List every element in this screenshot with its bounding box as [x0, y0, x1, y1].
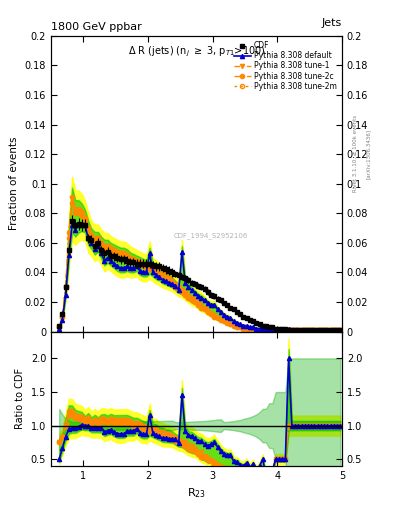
- Pythia 8.308 tune-2c: [199, 305, 204, 311]
- Text: CDF_1994_S2952106: CDF_1994_S2952106: [174, 232, 248, 239]
- Y-axis label: Fraction of events: Fraction of events: [9, 137, 19, 230]
- Pythia 8.308 tune-2m: [57, 324, 62, 330]
- Pythia 8.308 tune-2m: [63, 283, 68, 289]
- Pythia 8.308 tune-1: [141, 261, 145, 267]
- Pythia 8.308 tune-2m: [70, 194, 74, 200]
- Text: Jets: Jets: [321, 18, 342, 28]
- Pythia 8.308 tune-2c: [283, 327, 288, 333]
- Pythia 8.308 default: [264, 327, 268, 333]
- Pythia 8.308 tune-2c: [63, 284, 68, 290]
- Line: Pythia 8.308 tune-2m: Pythia 8.308 tune-2m: [57, 195, 342, 332]
- X-axis label: R$_{23}$: R$_{23}$: [187, 486, 206, 500]
- Legend: CDF, Pythia 8.308 default, Pythia 8.308 tune-1, Pythia 8.308 tune-2c, Pythia 8.3: CDF, Pythia 8.308 default, Pythia 8.308 …: [232, 39, 338, 92]
- Pythia 8.308 tune-2m: [141, 262, 145, 268]
- Pythia 8.308 default: [79, 221, 84, 227]
- Pythia 8.308 tune-2c: [225, 319, 230, 326]
- Pythia 8.308 tune-2m: [251, 327, 255, 333]
- Pythia 8.308 default: [283, 327, 288, 333]
- Line: Pythia 8.308 default: Pythia 8.308 default: [57, 222, 342, 332]
- Pythia 8.308 default: [57, 326, 62, 332]
- Text: $\Delta$ R (jets) (n$_j$ $\geq$ 3, p$_{T1}$>100): $\Delta$ R (jets) (n$_j$ $\geq$ 3, p$_{T…: [128, 45, 265, 59]
- Pythia 8.308 tune-2m: [338, 327, 343, 333]
- Pythia 8.308 tune-1: [138, 259, 142, 265]
- Pythia 8.308 default: [225, 314, 230, 320]
- Text: [arXiv:1306.3436]: [arXiv:1306.3436]: [366, 129, 371, 179]
- Pythia 8.308 tune-2c: [141, 263, 145, 269]
- Pythia 8.308 default: [141, 269, 145, 275]
- Pythia 8.308 default: [63, 291, 68, 297]
- Pythia 8.308 tune-1: [225, 319, 230, 326]
- Pythia 8.308 tune-2c: [251, 327, 255, 333]
- Pythia 8.308 tune-2c: [338, 327, 343, 333]
- Pythia 8.308 tune-2m: [283, 327, 288, 333]
- Pythia 8.308 tune-2m: [225, 319, 230, 326]
- Pythia 8.308 default: [338, 327, 343, 333]
- Pythia 8.308 tune-1: [70, 196, 74, 202]
- Pythia 8.308 tune-2c: [70, 200, 74, 206]
- Pythia 8.308 tune-1: [338, 327, 343, 333]
- Y-axis label: Ratio to CDF: Ratio to CDF: [15, 368, 25, 429]
- Line: Pythia 8.308 tune-1: Pythia 8.308 tune-1: [57, 197, 342, 332]
- Pythia 8.308 default: [138, 268, 142, 274]
- Pythia 8.308 tune-2c: [138, 262, 142, 268]
- Line: Pythia 8.308 tune-2c: Pythia 8.308 tune-2c: [57, 201, 342, 332]
- Pythia 8.308 tune-1: [57, 324, 62, 330]
- Pythia 8.308 tune-1: [283, 327, 288, 333]
- Text: Rivet 3.1.10, ≥ 100k events: Rivet 3.1.10, ≥ 100k events: [353, 115, 358, 192]
- Pythia 8.308 default: [199, 294, 204, 301]
- Pythia 8.308 tune-2c: [57, 324, 62, 330]
- Pythia 8.308 tune-1: [248, 327, 252, 333]
- Pythia 8.308 tune-1: [63, 284, 68, 290]
- Text: 1800 GeV ppbar: 1800 GeV ppbar: [51, 23, 142, 32]
- Pythia 8.308 tune-1: [199, 302, 204, 308]
- Pythia 8.308 tune-2m: [199, 305, 204, 311]
- Pythia 8.308 tune-2m: [138, 261, 142, 267]
